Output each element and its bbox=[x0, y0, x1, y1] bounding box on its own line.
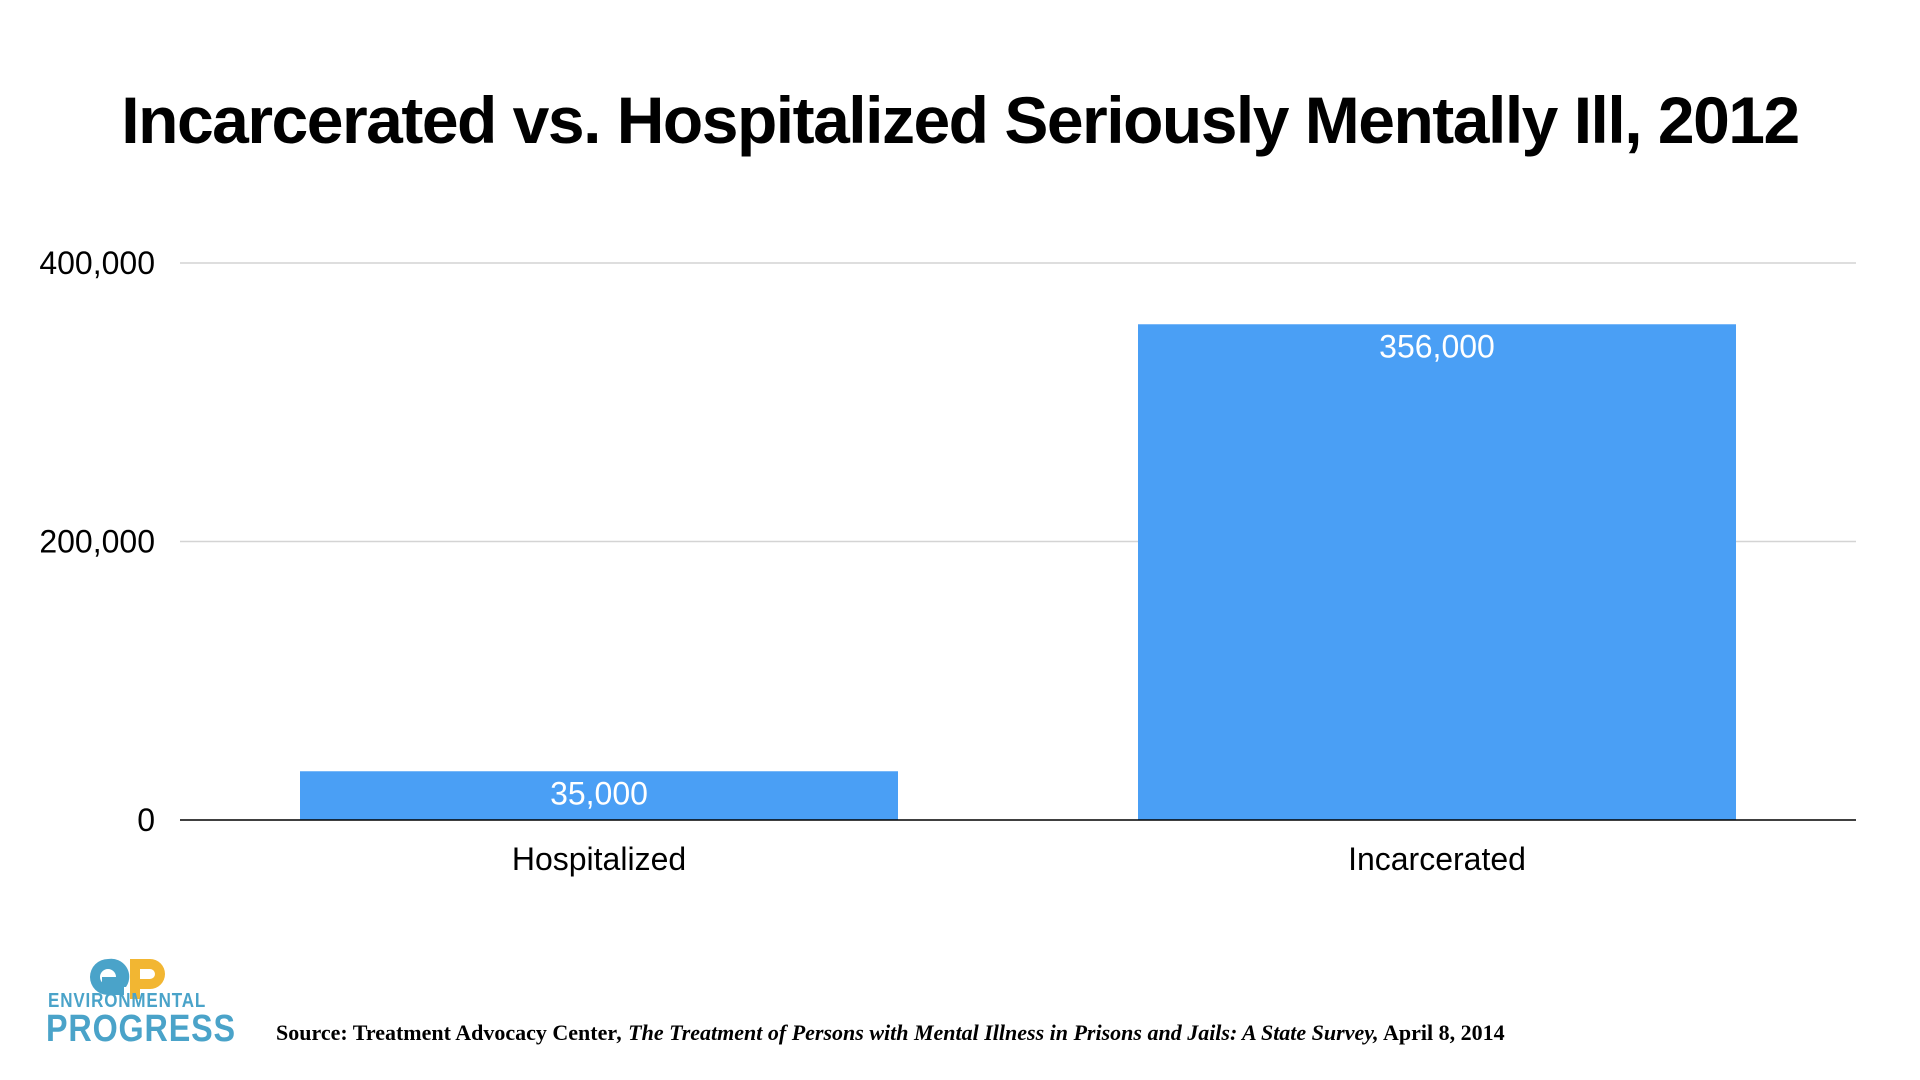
chart-title: Incarcerated vs. Hospitalized Seriously … bbox=[121, 83, 1800, 157]
logo-text-progress: PROGRESS bbox=[46, 1008, 236, 1050]
x-tick-label: Hospitalized bbox=[512, 841, 686, 877]
environmental-progress-logo-icon bbox=[89, 958, 165, 999]
x-tick-label: Incarcerated bbox=[1348, 841, 1526, 877]
data-label: 356,000 bbox=[1379, 328, 1495, 364]
bar-hospitalized bbox=[300, 771, 898, 820]
y-tick-label: 0 bbox=[137, 802, 155, 838]
source-citation: Source: Treatment Advocacy Center, The T… bbox=[276, 1020, 1505, 1046]
bar-incarcerated bbox=[1138, 324, 1736, 820]
data-label: 35,000 bbox=[550, 775, 648, 811]
y-tick-label: 200,000 bbox=[39, 524, 155, 560]
source-date: April 8, 2014 bbox=[1378, 1020, 1505, 1045]
source-prefix: Source: Treatment Advocacy Center bbox=[276, 1020, 618, 1045]
source-title: , The Treatment of Persons with Mental I… bbox=[617, 1020, 1379, 1045]
logo-text-environmental: ENVIRONMENTAL bbox=[48, 990, 207, 1012]
y-tick-label: 400,000 bbox=[39, 245, 155, 281]
